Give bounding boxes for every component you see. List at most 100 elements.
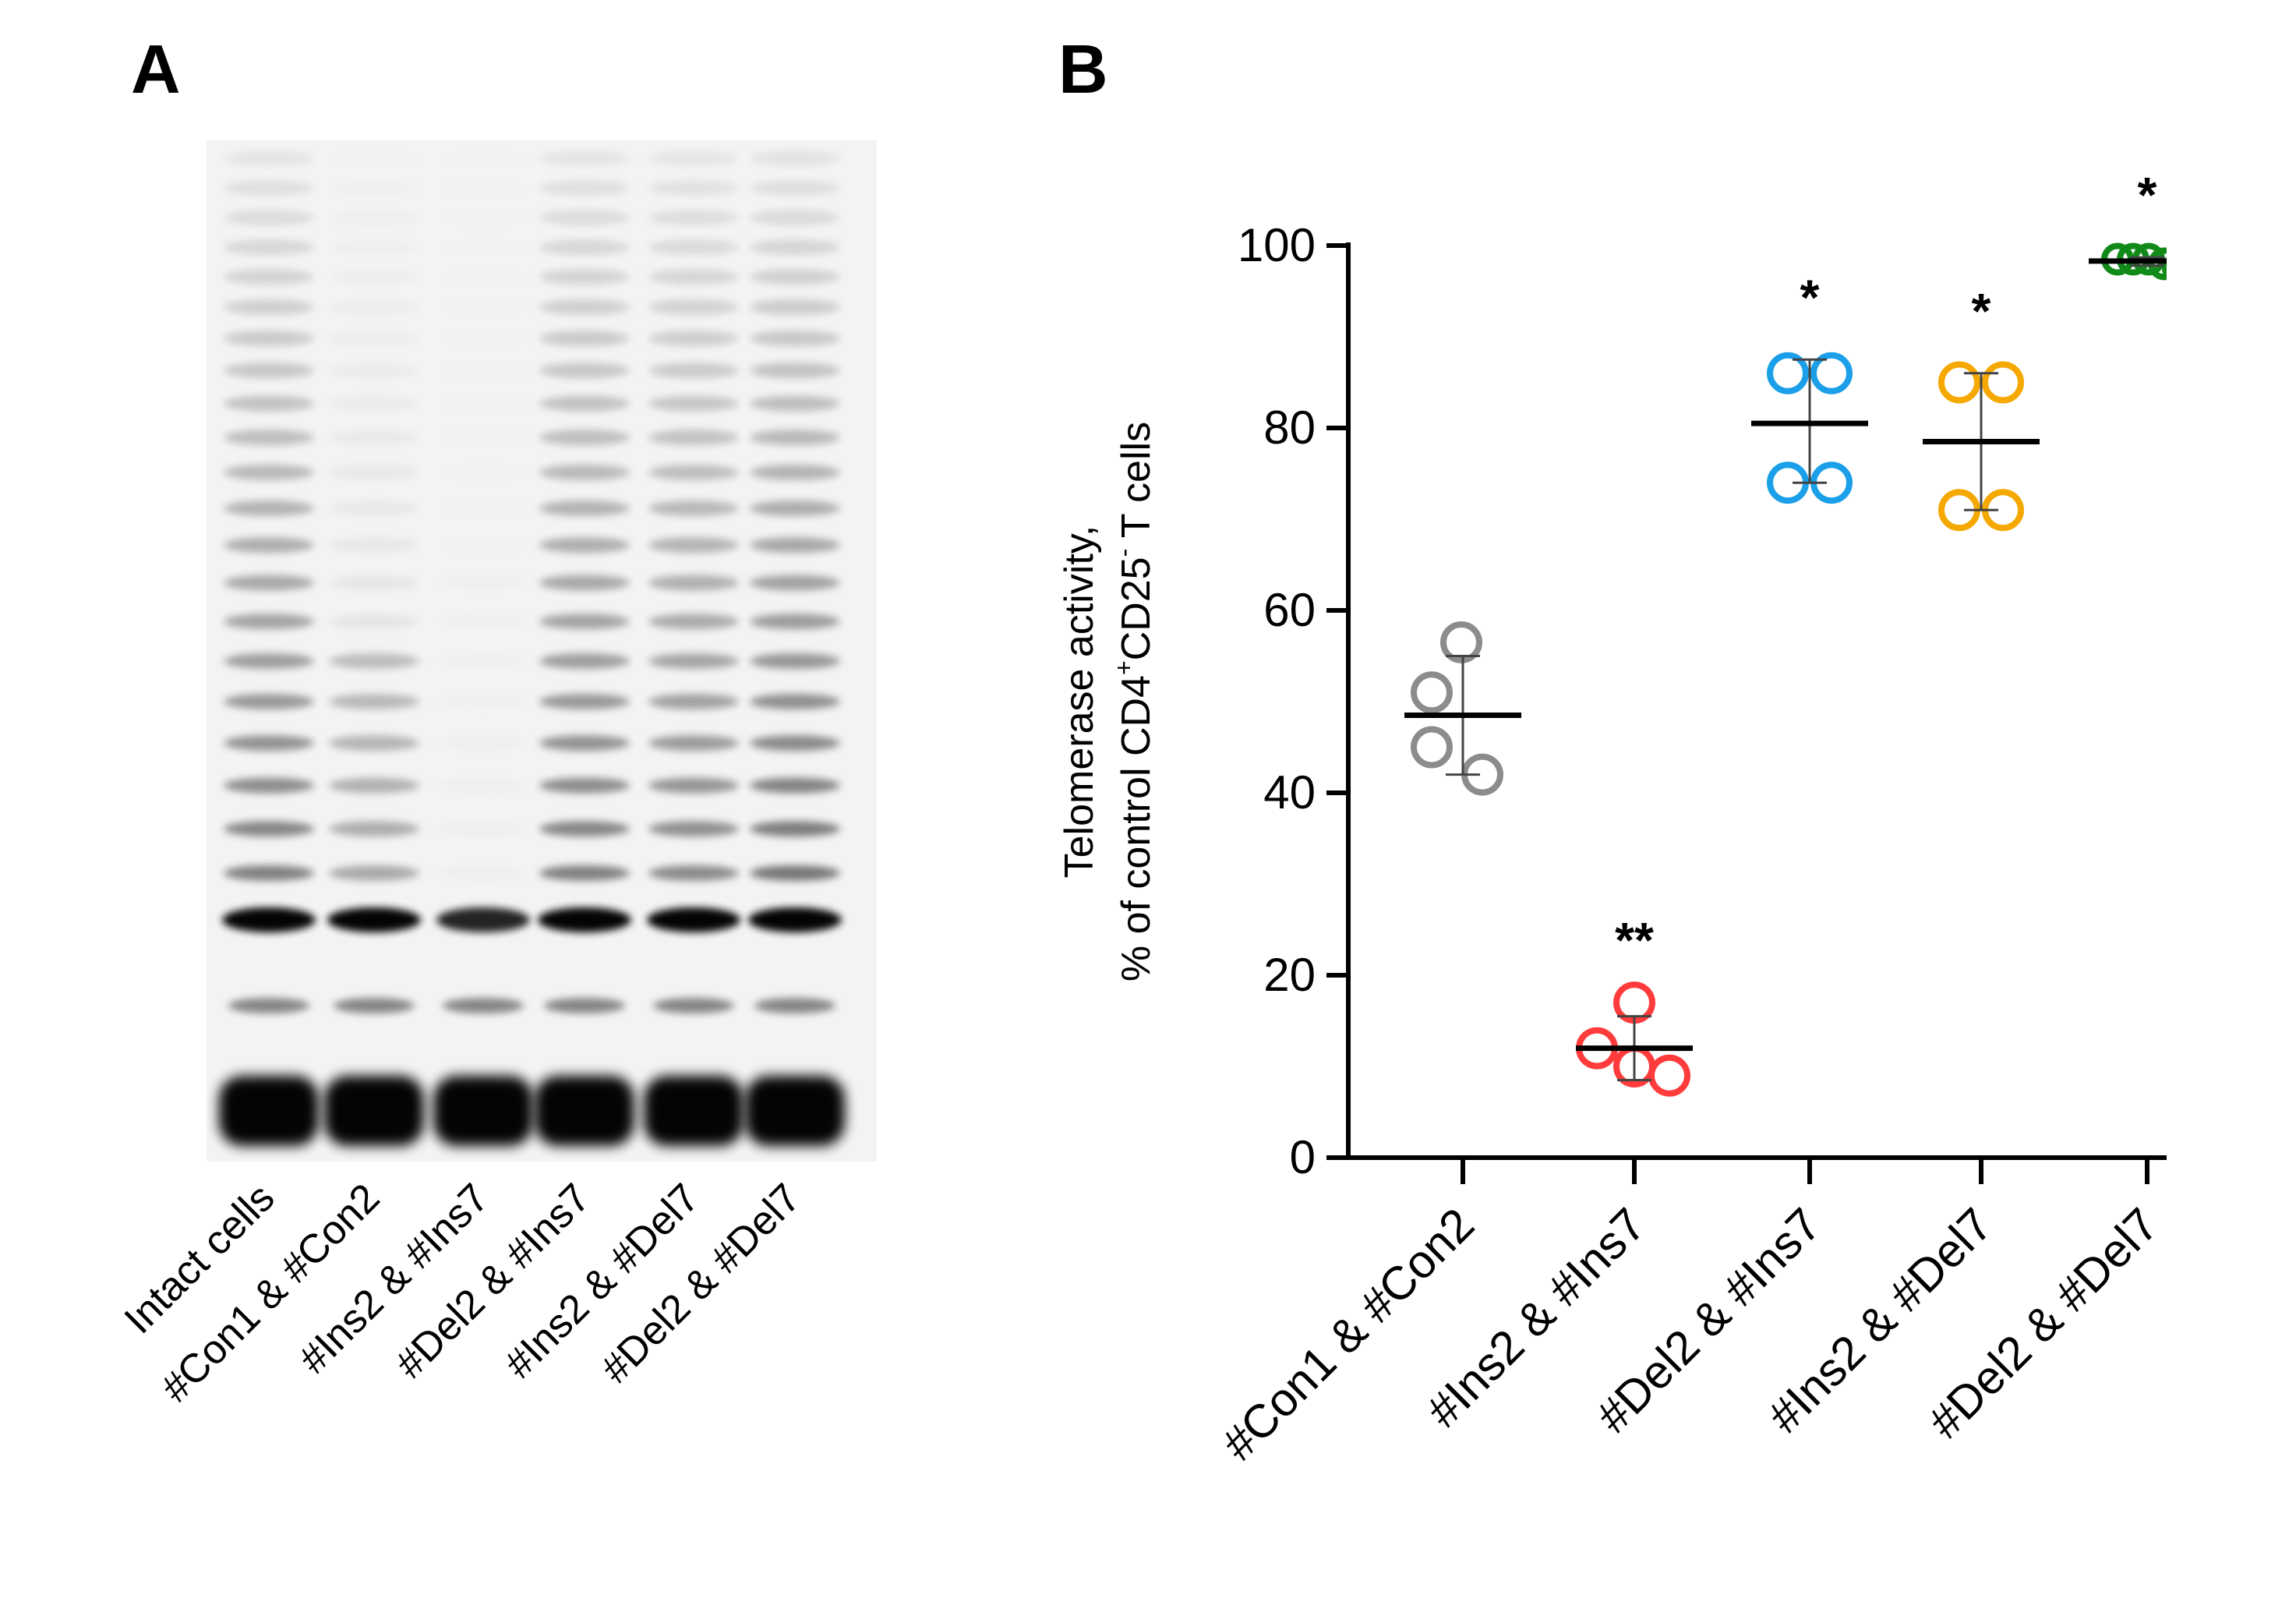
gel-band bbox=[539, 537, 630, 553]
gel-band bbox=[329, 430, 419, 445]
y-axis-title-line2: % of control CD4+CD25- T cells bbox=[1110, 422, 1159, 981]
gel-band bbox=[539, 430, 630, 446]
gel-band bbox=[539, 180, 630, 196]
gel-band bbox=[544, 998, 625, 1013]
gel-band bbox=[224, 777, 314, 794]
panel-label-a: A bbox=[131, 30, 181, 108]
gel-lane bbox=[644, 150, 744, 1146]
gel-band bbox=[539, 653, 630, 669]
y-axis-title-sup1: + bbox=[1110, 660, 1138, 675]
y-axis-title: Telomerase activity, % of control CD4+CD… bbox=[1057, 422, 1159, 981]
gel-lane bbox=[219, 150, 319, 1146]
gel-band bbox=[438, 362, 528, 378]
gel-band bbox=[224, 735, 314, 751]
gel-band bbox=[648, 180, 739, 196]
gel-band bbox=[329, 575, 419, 591]
gel-band bbox=[438, 865, 528, 881]
gel-band bbox=[750, 465, 840, 480]
gel-band bbox=[224, 465, 314, 480]
gel-band bbox=[750, 575, 840, 591]
gel-band bbox=[750, 239, 840, 256]
gel-band bbox=[329, 180, 419, 196]
gel-lane bbox=[745, 150, 845, 1146]
gel-band-strong bbox=[538, 907, 631, 932]
gel-band bbox=[329, 614, 419, 630]
gel-lanes bbox=[219, 150, 845, 1146]
gel-band bbox=[224, 269, 314, 285]
gel-lane bbox=[535, 150, 634, 1146]
gel-band bbox=[539, 150, 630, 167]
gel-band bbox=[750, 653, 840, 669]
y-tick-label: 20 bbox=[1263, 949, 1316, 1001]
y-tick-label: 60 bbox=[1263, 584, 1316, 636]
gel-band bbox=[224, 180, 314, 196]
gel-band bbox=[750, 269, 840, 285]
gel-band bbox=[224, 865, 314, 881]
gel-band bbox=[539, 395, 630, 412]
gel-band bbox=[539, 777, 630, 794]
gel-band bbox=[539, 210, 630, 226]
gel-band bbox=[443, 998, 524, 1013]
y-axis-title-part3: T cells bbox=[1114, 422, 1159, 549]
gel-band bbox=[329, 735, 419, 751]
series-group: * bbox=[1923, 283, 2040, 532]
gel-band bbox=[224, 210, 314, 226]
gel-band bbox=[224, 614, 314, 630]
y-axis-title-part1: % of control CD4 bbox=[1114, 675, 1159, 981]
gel-band bbox=[438, 465, 528, 480]
gel-band bbox=[438, 239, 528, 255]
y-tick-label: 100 bbox=[1238, 219, 1316, 271]
gel-band bbox=[224, 694, 314, 709]
gel-band bbox=[224, 430, 314, 446]
gel-band bbox=[539, 614, 630, 630]
gel-band-strong bbox=[748, 907, 842, 932]
data-point bbox=[1938, 361, 1980, 404]
y-axis-title-line1: Telomerase activity, bbox=[1057, 525, 1102, 879]
y-tick-label: 0 bbox=[1290, 1131, 1316, 1183]
y-tick-label: 40 bbox=[1263, 766, 1316, 819]
gel-band bbox=[750, 210, 840, 226]
gel-band bbox=[648, 150, 739, 167]
gel-band bbox=[329, 821, 419, 837]
gel-band bbox=[750, 500, 840, 516]
gel-lane bbox=[324, 180, 424, 1146]
gel-primer-band bbox=[644, 1076, 744, 1146]
gel-band bbox=[750, 614, 840, 630]
gel-band bbox=[329, 269, 419, 285]
gel-band bbox=[329, 362, 419, 378]
gel-band bbox=[438, 150, 528, 166]
significance-label: * bbox=[1800, 269, 1820, 325]
data-point bbox=[2162, 256, 2167, 280]
gel-band bbox=[750, 299, 840, 315]
gel-band bbox=[648, 269, 739, 285]
gel-band bbox=[539, 331, 630, 346]
gel-band bbox=[438, 778, 528, 794]
gel-band bbox=[648, 821, 739, 837]
gel-band bbox=[648, 735, 739, 751]
gel-band bbox=[750, 537, 840, 553]
gel-band bbox=[438, 180, 528, 196]
gel-band bbox=[224, 500, 314, 516]
gel-band bbox=[224, 821, 314, 837]
gel-lane-labels: Intact cells#Con1 & #Con2#Ins2 & #Ins7#D… bbox=[116, 1175, 810, 1411]
data-point bbox=[1440, 621, 1482, 663]
gel-band bbox=[438, 299, 528, 315]
gel-band bbox=[329, 331, 419, 346]
data-marks: *** ** bbox=[1404, 167, 2167, 1097]
gel-band bbox=[438, 653, 528, 669]
gel-band-strong bbox=[436, 907, 530, 932]
significance-label: * bbox=[1972, 283, 1991, 339]
gel-band bbox=[648, 694, 739, 709]
gel-band bbox=[329, 537, 419, 553]
gel-band bbox=[224, 537, 314, 553]
y-axis-title-sup2: - bbox=[1110, 549, 1138, 557]
gel-band bbox=[648, 395, 739, 412]
y-axis-title-part2: CD25 bbox=[1114, 557, 1159, 660]
gel-band bbox=[648, 362, 739, 379]
gel-band bbox=[539, 465, 630, 480]
gel-band bbox=[438, 331, 528, 346]
data-point bbox=[2148, 247, 2167, 281]
gel-band bbox=[648, 239, 739, 256]
gel-primer-band bbox=[433, 1076, 533, 1146]
